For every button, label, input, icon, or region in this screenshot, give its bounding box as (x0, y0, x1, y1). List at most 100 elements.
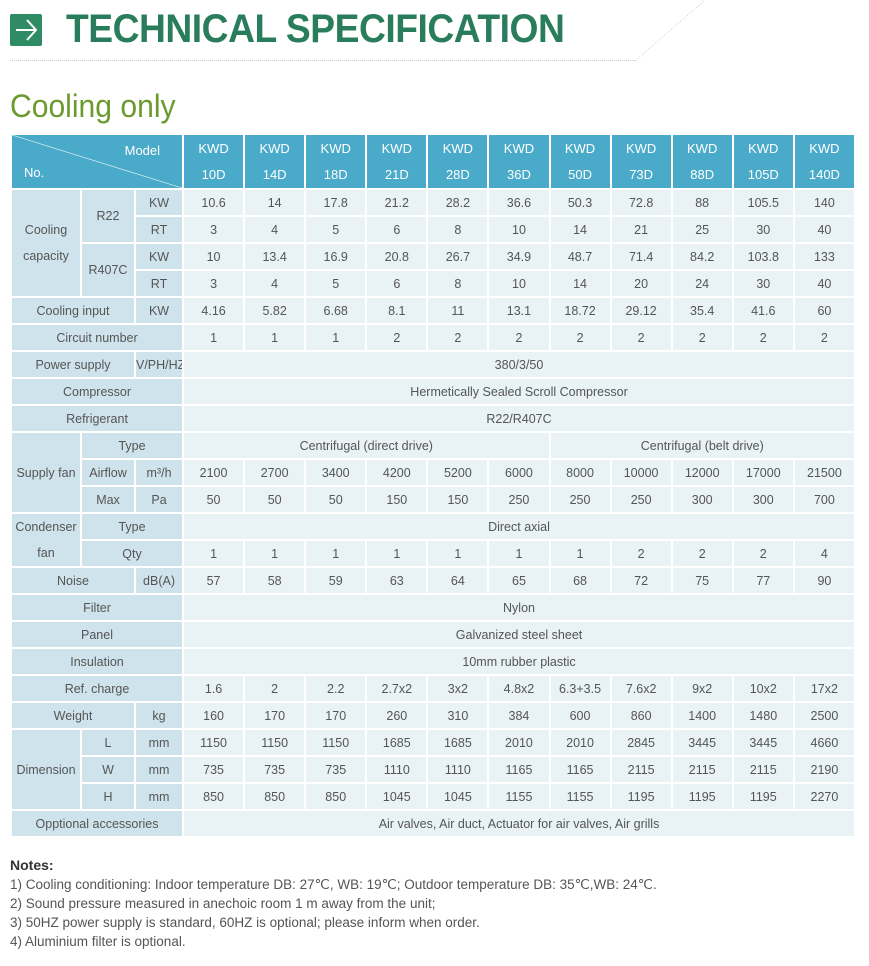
merged-value: Direct axial (182, 512, 856, 541)
value-cell: 50 (243, 485, 307, 514)
note-item: 4) Aluminium filter is optional. (10, 934, 186, 949)
value-cell: 300 (670, 485, 734, 514)
value-cell: 50 (304, 485, 368, 514)
value-cell: 10 (487, 215, 551, 244)
value-cell: 59 (304, 566, 368, 595)
value-cell: 3 (182, 215, 246, 244)
value-cell: 13.1 (487, 296, 551, 325)
model-header: KWD 18D (304, 133, 368, 190)
model-header-line: 73D (629, 166, 654, 182)
value-cell: 71.4 (609, 242, 673, 271)
value-cell: 1 (487, 539, 551, 568)
section-title: Cooling only (10, 88, 176, 124)
value-cell: 10000 (609, 458, 673, 487)
value-cell: 1045 (426, 782, 490, 811)
value-cell: 10 (487, 269, 551, 298)
model-header-line: KWD (503, 140, 535, 156)
row-label: Opptional accessories (9, 809, 185, 838)
value-cell: 2845 (609, 728, 673, 757)
model-header-line: KWD (381, 140, 412, 156)
row-label: Circuit number (9, 323, 185, 352)
model-header: KWD 14D (243, 133, 307, 190)
row-label: Max (80, 485, 136, 514)
unit-cell: V/PH/HZ (133, 350, 185, 379)
r407c-label: R407C (80, 242, 136, 298)
value-cell: 17x2 (792, 674, 857, 703)
value-cell: 41.6 (731, 296, 795, 325)
arrow-right-icon (10, 14, 42, 46)
value-cell: 21.2 (365, 188, 429, 217)
page-title: TECHNICAL SPECIFICATION (66, 7, 565, 51)
value-cell: 12000 (670, 458, 734, 487)
value-cell: 20 (609, 269, 673, 298)
value-cell: 8.1 (365, 296, 429, 325)
model-header: KWD 140D (792, 133, 857, 190)
value-cell: 6000 (487, 458, 551, 487)
value-cell: 1045 (365, 782, 429, 811)
value-cell: 64 (426, 566, 490, 595)
model-header-line: KWD (198, 140, 229, 156)
value-cell: 1 (243, 539, 307, 568)
value-cell: 860 (609, 701, 673, 730)
value-cell: 1 (365, 539, 429, 568)
value-cell: 65 (487, 566, 551, 595)
row-label: Airflow (80, 458, 136, 487)
value-cell: 1165 (548, 755, 612, 784)
row-noise: Noise dB(A) 57 58 59 63 64 65 68 72 75 77 90 (10, 566, 857, 595)
value-cell: 68 (548, 566, 612, 595)
row-label: Insulation (9, 647, 185, 676)
value-cell: 6.3+3.5 (548, 674, 612, 703)
value-cell: 850 (182, 782, 246, 811)
merged-value: Centrifugal (direct drive) (182, 431, 551, 460)
model-header-line: 140D (808, 166, 840, 182)
model-header-line: 50D (568, 166, 592, 182)
merged-value: Nylon (182, 593, 856, 622)
row-condenser-type: Condenser fan Type Direct axial (10, 512, 856, 568)
corner-header: Model No. (9, 133, 185, 190)
value-cell: 21500 (792, 458, 857, 487)
row-r407c-kw: R407C KW 10 13.4 16.9 20.8 26.7 34.9 48.7 71.4 84.… (11, 242, 857, 298)
spec-table: Model No. KWD 10D KWD 14D KWD 18D KWD 21D KWD 28D KW… (9, 133, 857, 838)
value-cell: 260 (365, 701, 429, 730)
value-cell: 8 (426, 269, 490, 298)
unit-cell: KW (133, 242, 185, 271)
value-cell: 50 (182, 485, 246, 514)
value-cell: 850 (304, 782, 368, 811)
value-cell: 11 (426, 296, 490, 325)
value-cell: 105.5 (731, 188, 795, 217)
value-cell: 63 (365, 566, 429, 595)
value-cell: 1155 (487, 782, 551, 811)
row-label: Type (79, 431, 185, 460)
model-header-line: KWD (748, 140, 779, 156)
condenser-fan-label-line: fan (37, 546, 55, 560)
value-cell: 6.68 (304, 296, 368, 325)
model-header-line: 28D (445, 166, 470, 182)
value-cell: 60 (792, 296, 857, 325)
r22-label: R22 (80, 188, 136, 244)
value-cell: 1 (182, 539, 246, 568)
value-cell: 2115 (731, 755, 795, 784)
model-header: KWD 21D (365, 133, 429, 190)
notes: Notes: 1) Cooling conditioning: Indoor t… (10, 856, 657, 951)
value-cell: 35.4 (670, 296, 734, 325)
value-cell: 1 (426, 539, 490, 568)
value-cell: 28.2 (426, 188, 490, 217)
model-header-line: KWD (259, 140, 290, 156)
value-cell: 2190 (792, 755, 857, 784)
unit-cell: mm (133, 728, 185, 757)
header-divider (10, 60, 635, 61)
model-header: KWD 105D (731, 133, 795, 190)
value-cell: 5200 (426, 458, 490, 487)
merged-value: Hermetically Sealed Scroll Compressor (182, 377, 856, 406)
value-cell: 1195 (670, 782, 734, 811)
value-cell: 3 (182, 269, 246, 298)
value-cell: 2500 (792, 701, 857, 730)
value-cell: 84.2 (670, 242, 734, 271)
unit-cell: mm (133, 755, 185, 784)
cooling-capacity-label: Cooling capacity (10, 188, 82, 298)
value-cell: 1150 (182, 728, 246, 757)
row-supply-fan-type: Supply fan Type Centrifugal (direct drive)… (10, 431, 856, 514)
value-cell: 133 (792, 242, 857, 271)
value-cell: 57 (182, 566, 246, 595)
notes-title: Notes: (10, 857, 54, 873)
